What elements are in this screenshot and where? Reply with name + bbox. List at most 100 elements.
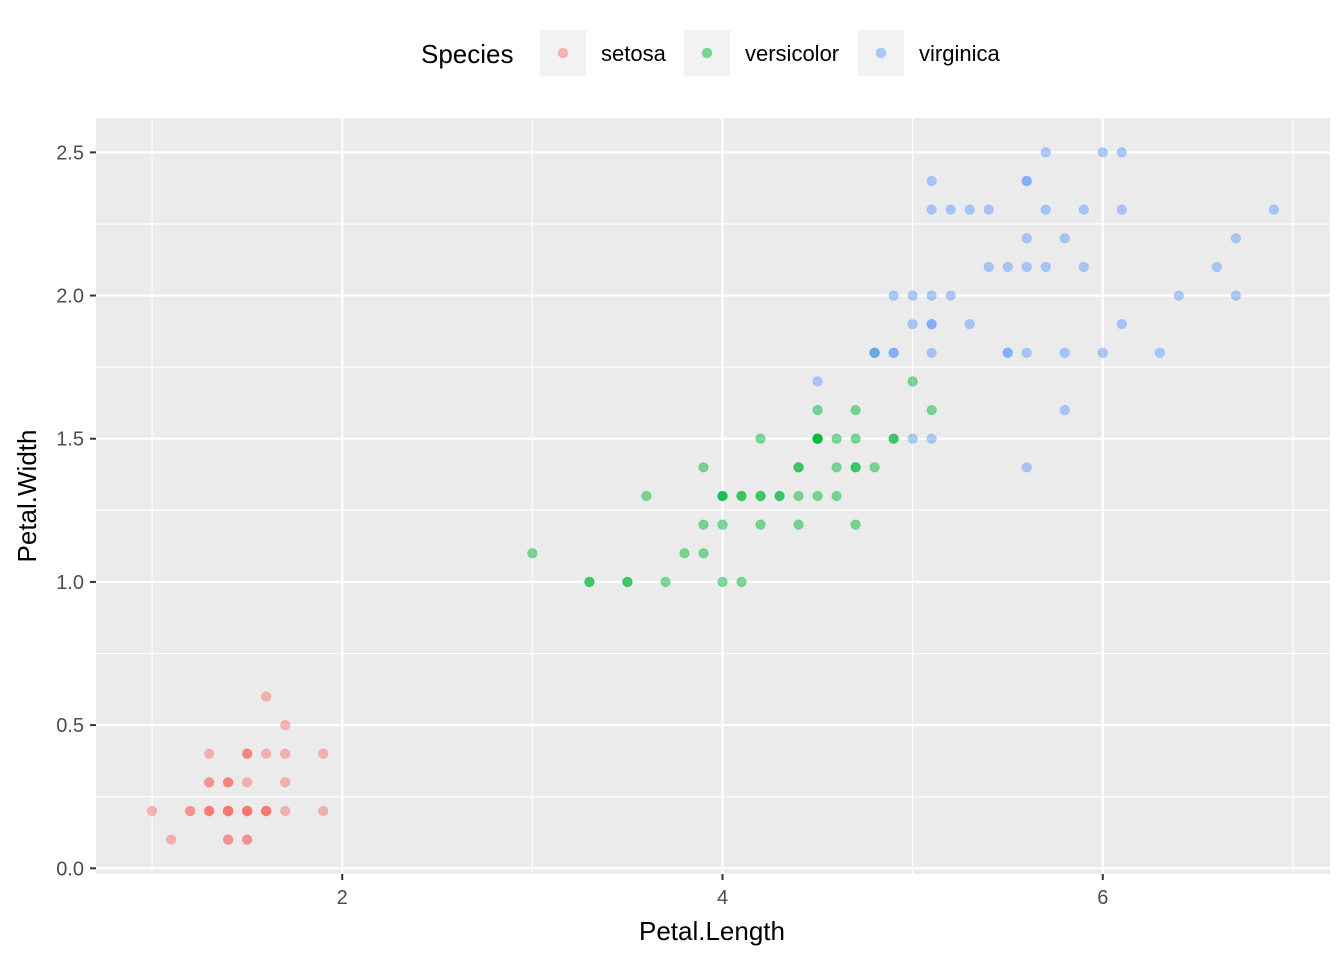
- legend-item-setosa: setosa: [540, 30, 667, 76]
- versicolor-point: [831, 433, 842, 444]
- versicolor-point: [831, 462, 842, 473]
- x-tick-label: 4: [717, 887, 728, 909]
- legend-key-virginica: [875, 47, 887, 59]
- major-gridlines: [96, 118, 1330, 874]
- y-tick-label: 2.5: [56, 142, 84, 164]
- virginica-point: [1078, 261, 1089, 273]
- virginica-point: [888, 347, 899, 359]
- virginica-point: [926, 204, 937, 215]
- setosa-point: [318, 805, 329, 817]
- versicolor-point: [622, 576, 633, 588]
- setosa-point: [203, 805, 215, 817]
- setosa-point: [222, 834, 234, 845]
- setosa-point: [241, 777, 253, 788]
- virginica-point: [1230, 290, 1242, 301]
- versicolor-point: [660, 576, 671, 588]
- versicolor-point: [755, 433, 766, 444]
- data-points: [146, 147, 1280, 845]
- setosa-point: [222, 777, 234, 788]
- virginica-point: [1021, 175, 1032, 187]
- virginica-point: [964, 204, 975, 215]
- virginica-point: [907, 318, 918, 330]
- virginica-point: [1040, 204, 1051, 215]
- virginica-point: [907, 433, 918, 444]
- virginica-point: [1002, 261, 1013, 273]
- y-tick-label: 1.0: [56, 572, 84, 594]
- versicolor-point: [736, 576, 747, 588]
- virginica-point: [1230, 233, 1242, 244]
- setosa-point: [203, 748, 215, 759]
- versicolor-point: [755, 490, 766, 502]
- y-axis: 0.0 0.5 1.0 1.5 2.0 2.5: [56, 142, 96, 880]
- versicolor-point: [755, 519, 766, 530]
- setosa-point: [146, 805, 158, 817]
- legend-item-virginica: virginica: [858, 30, 1000, 76]
- x-axis: 2 4 6: [337, 874, 1108, 909]
- y-tick-label: 2.0: [56, 286, 84, 308]
- versicolor-point: [698, 548, 709, 559]
- legend-item-versicolor: versicolor: [684, 30, 839, 76]
- virginica-point: [1002, 347, 1013, 359]
- virginica-point: [1097, 347, 1108, 359]
- setosa-point: [260, 691, 272, 702]
- virginica-point: [1268, 204, 1280, 215]
- virginica-point: [945, 204, 956, 215]
- versicolor-point: [812, 404, 823, 416]
- versicolor-point: [812, 433, 823, 444]
- virginica-point: [1059, 347, 1070, 359]
- virginica-point: [1116, 147, 1127, 158]
- virginica-point: [926, 175, 937, 187]
- virginica-point: [1211, 261, 1223, 273]
- virginica-point: [1116, 204, 1127, 215]
- plot-panel: [96, 118, 1330, 874]
- virginica-point: [945, 290, 956, 301]
- virginica-point: [869, 347, 880, 359]
- versicolor-point: [850, 404, 861, 416]
- versicolor-point: [793, 519, 804, 530]
- virginica-point: [983, 261, 994, 273]
- virginica-point: [1059, 404, 1070, 416]
- virginica-point: [1154, 347, 1166, 359]
- versicolor-point: [774, 490, 785, 502]
- versicolor-point: [850, 433, 861, 444]
- virginica-point: [983, 204, 994, 215]
- virginica-point: [926, 433, 937, 444]
- virginica-point: [1173, 290, 1185, 301]
- setosa-point: [184, 805, 196, 817]
- setosa-point: [241, 834, 253, 845]
- y-tick-label: 1.5: [56, 429, 84, 451]
- versicolor-point: [850, 462, 861, 473]
- versicolor-point: [679, 548, 690, 559]
- x-axis-title: Petal.Length: [639, 916, 785, 946]
- versicolor-point: [888, 433, 899, 444]
- x-tick-label: 6: [1097, 887, 1108, 909]
- versicolor-point: [717, 519, 728, 530]
- setosa-point: [279, 719, 291, 731]
- versicolor-point: [527, 548, 538, 559]
- setosa-point: [279, 777, 291, 788]
- setosa-point: [222, 805, 234, 817]
- virginica-point: [926, 290, 937, 301]
- setosa-point: [203, 777, 215, 788]
- versicolor-point: [850, 519, 861, 530]
- legend-label-setosa: setosa: [601, 41, 667, 66]
- virginica-point: [812, 376, 823, 387]
- virginica-point: [1021, 261, 1032, 273]
- versicolor-point: [793, 462, 804, 473]
- legend-label-versicolor: versicolor: [745, 41, 839, 66]
- versicolor-point: [831, 490, 842, 502]
- legend-key-setosa: [557, 47, 569, 59]
- virginica-point: [1040, 147, 1051, 158]
- virginica-point: [1021, 462, 1032, 473]
- virginica-point: [926, 318, 937, 330]
- virginica-point: [1021, 233, 1032, 244]
- minor-gridlines: [96, 118, 1330, 874]
- versicolor-point: [926, 404, 937, 416]
- virginica-point: [907, 290, 918, 301]
- y-axis-title: Petal.Width: [12, 430, 42, 563]
- virginica-point: [1116, 318, 1127, 330]
- x-tick-label: 2: [337, 887, 348, 909]
- virginica-point: [1097, 147, 1108, 158]
- setosa-point: [318, 748, 329, 759]
